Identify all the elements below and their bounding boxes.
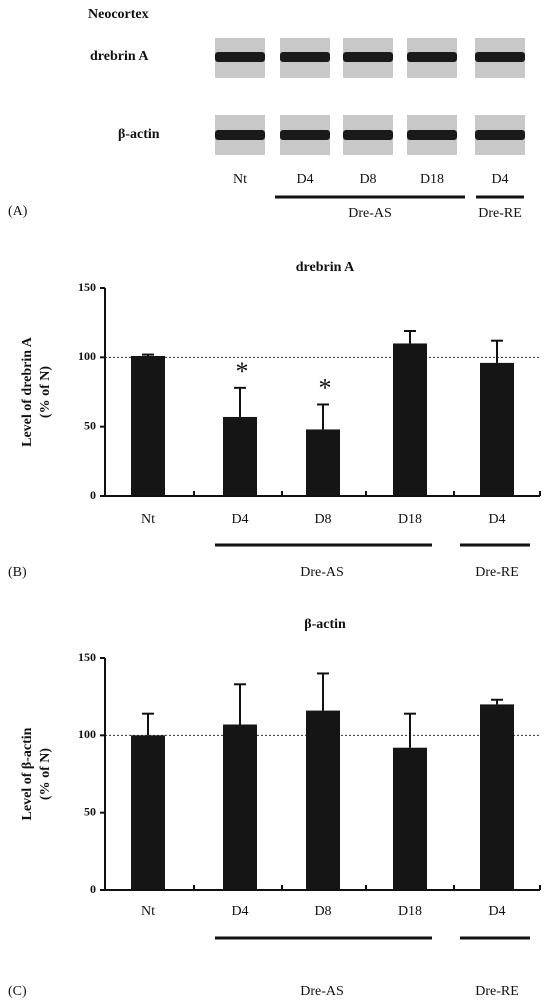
- group-label: Dre-RE: [475, 565, 519, 580]
- bar: [131, 735, 165, 890]
- blot-band: [407, 52, 457, 62]
- bar: [393, 343, 427, 496]
- chart-title: β-actin: [304, 617, 346, 632]
- group-label: Dre-AS: [300, 984, 344, 999]
- lane-label: Nt: [233, 172, 247, 187]
- x-tick-label: Nt: [141, 904, 155, 919]
- x-tick-label: D4: [488, 904, 505, 919]
- blot-title: Neocortex: [88, 7, 149, 22]
- y-tick-label: 150: [78, 650, 96, 664]
- x-tick-label: D18: [398, 904, 422, 919]
- blot-band: [475, 52, 525, 62]
- lane-label: D4: [296, 172, 313, 187]
- y-axis-label: (% of N): [38, 366, 53, 418]
- y-axis-label: Level of drebrin A: [20, 336, 35, 447]
- y-tick-label: 50: [84, 804, 96, 818]
- bar: [131, 356, 165, 496]
- x-tick-label: Nt: [141, 512, 155, 527]
- bar: [480, 704, 514, 890]
- x-tick-label: D4: [231, 512, 248, 527]
- group-label: Dre-RE: [478, 206, 522, 221]
- panel-label: (B): [8, 565, 27, 580]
- bar: [306, 429, 340, 496]
- blot-row-label: β-actin: [118, 127, 160, 142]
- blot-band: [343, 130, 393, 140]
- bar: [223, 725, 257, 890]
- x-tick-label: D4: [488, 512, 505, 527]
- blot-band: [343, 52, 393, 62]
- y-axis-label: (% of N): [38, 748, 53, 800]
- lane-label: D4: [491, 172, 508, 187]
- blot-band: [215, 52, 265, 62]
- blot-band: [215, 130, 265, 140]
- y-tick-label: 150: [78, 280, 96, 294]
- group-label: Dre-AS: [300, 565, 344, 580]
- lane-label: D8: [359, 172, 376, 187]
- x-tick-label: D4: [231, 904, 248, 919]
- group-label: Dre-RE: [475, 984, 519, 999]
- y-tick-label: 0: [90, 488, 96, 502]
- lane-label: D18: [420, 172, 444, 187]
- x-tick-label: D8: [314, 512, 331, 527]
- figure: Neocortex drebrin A β-actin (A) Nt D4 D8 D1…: [0, 0, 548, 1004]
- blot-band: [280, 52, 330, 62]
- y-tick-label: 50: [84, 418, 96, 432]
- panel-label: (A): [8, 204, 28, 219]
- y-tick-label: 100: [78, 349, 96, 363]
- y-tick-label: 100: [78, 727, 96, 741]
- blot-row-label: drebrin A: [90, 49, 149, 64]
- x-tick-label: D8: [314, 904, 331, 919]
- panel-label: (C): [8, 984, 27, 999]
- x-tick-label: D18: [398, 512, 422, 527]
- group-label: Dre-AS: [348, 206, 392, 221]
- bar: [223, 417, 257, 496]
- blot-band: [407, 130, 457, 140]
- bar: [480, 363, 514, 496]
- significance-mark: *: [319, 373, 332, 402]
- blot-band: [475, 130, 525, 140]
- blot-band: [280, 130, 330, 140]
- y-tick-label: 0: [90, 882, 96, 896]
- significance-mark: *: [236, 357, 249, 386]
- chart-title: drebrin A: [296, 260, 355, 275]
- y-axis-label: Level of β-actin: [20, 727, 35, 820]
- bar: [306, 711, 340, 890]
- bar: [393, 748, 427, 890]
